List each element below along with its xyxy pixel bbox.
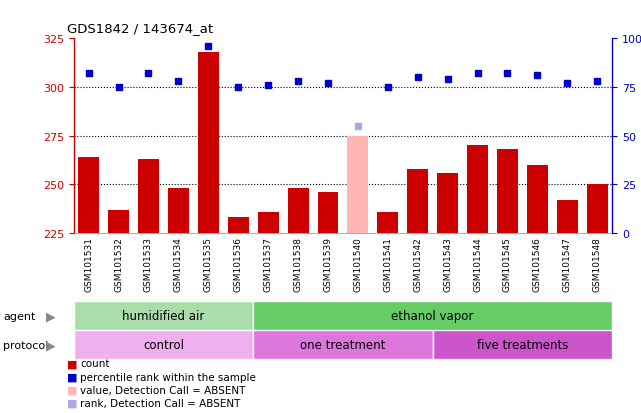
- Text: GSM101546: GSM101546: [533, 237, 542, 292]
- Text: GSM101536: GSM101536: [234, 237, 243, 292]
- Text: percentile rank within the sample: percentile rank within the sample: [80, 372, 256, 382]
- Bar: [74, 301, 253, 330]
- Text: ■: ■: [67, 385, 78, 395]
- Text: GSM101548: GSM101548: [593, 237, 602, 292]
- Text: GSM101531: GSM101531: [84, 237, 93, 292]
- Bar: [138, 159, 159, 233]
- Text: GDS1842 / 143674_at: GDS1842 / 143674_at: [67, 22, 213, 35]
- Text: ■: ■: [67, 358, 78, 368]
- Text: GSM101538: GSM101538: [294, 237, 303, 292]
- Text: control: control: [143, 338, 184, 351]
- Text: GSM101541: GSM101541: [383, 237, 392, 292]
- Text: agent: agent: [3, 311, 36, 321]
- Bar: [557, 200, 578, 233]
- Text: GSM101545: GSM101545: [503, 237, 512, 292]
- Text: GSM101543: GSM101543: [443, 237, 452, 292]
- Text: ethanol vapor: ethanol vapor: [392, 309, 474, 323]
- Text: count: count: [80, 358, 110, 368]
- Text: GSM101535: GSM101535: [204, 237, 213, 292]
- Text: GSM101537: GSM101537: [263, 237, 272, 292]
- Text: GSM101539: GSM101539: [324, 237, 333, 292]
- Text: GSM101533: GSM101533: [144, 237, 153, 292]
- Text: humidified air: humidified air: [122, 309, 204, 323]
- Text: GSM101547: GSM101547: [563, 237, 572, 292]
- Bar: [168, 189, 189, 233]
- Bar: [347, 136, 369, 233]
- Text: value, Detection Call = ABSENT: value, Detection Call = ABSENT: [80, 385, 246, 395]
- Text: GSM101534: GSM101534: [174, 237, 183, 292]
- Text: ▶: ▶: [46, 309, 56, 323]
- Bar: [253, 330, 433, 359]
- Bar: [378, 212, 398, 233]
- Bar: [317, 192, 338, 233]
- Text: ■: ■: [67, 398, 78, 408]
- Bar: [587, 185, 608, 233]
- Text: rank, Detection Call = ABSENT: rank, Detection Call = ABSENT: [80, 398, 240, 408]
- Text: GSM101532: GSM101532: [114, 237, 123, 292]
- Bar: [74, 330, 253, 359]
- Bar: [407, 169, 428, 233]
- Bar: [433, 330, 612, 359]
- Text: GSM101540: GSM101540: [353, 237, 362, 292]
- Text: five treatments: five treatments: [477, 338, 568, 351]
- Text: GSM101544: GSM101544: [473, 237, 482, 291]
- Bar: [467, 146, 488, 233]
- Bar: [497, 150, 518, 233]
- Bar: [228, 218, 249, 233]
- Bar: [527, 166, 548, 233]
- Bar: [437, 173, 458, 233]
- Bar: [258, 212, 279, 233]
- Text: one treatment: one treatment: [300, 338, 386, 351]
- Bar: [108, 210, 129, 233]
- Text: ■: ■: [67, 372, 78, 382]
- Bar: [198, 53, 219, 233]
- Bar: [78, 158, 99, 233]
- Text: protocol: protocol: [3, 340, 49, 350]
- Bar: [253, 301, 612, 330]
- Text: GSM101542: GSM101542: [413, 237, 422, 291]
- Bar: [288, 189, 308, 233]
- Text: ▶: ▶: [46, 338, 56, 351]
